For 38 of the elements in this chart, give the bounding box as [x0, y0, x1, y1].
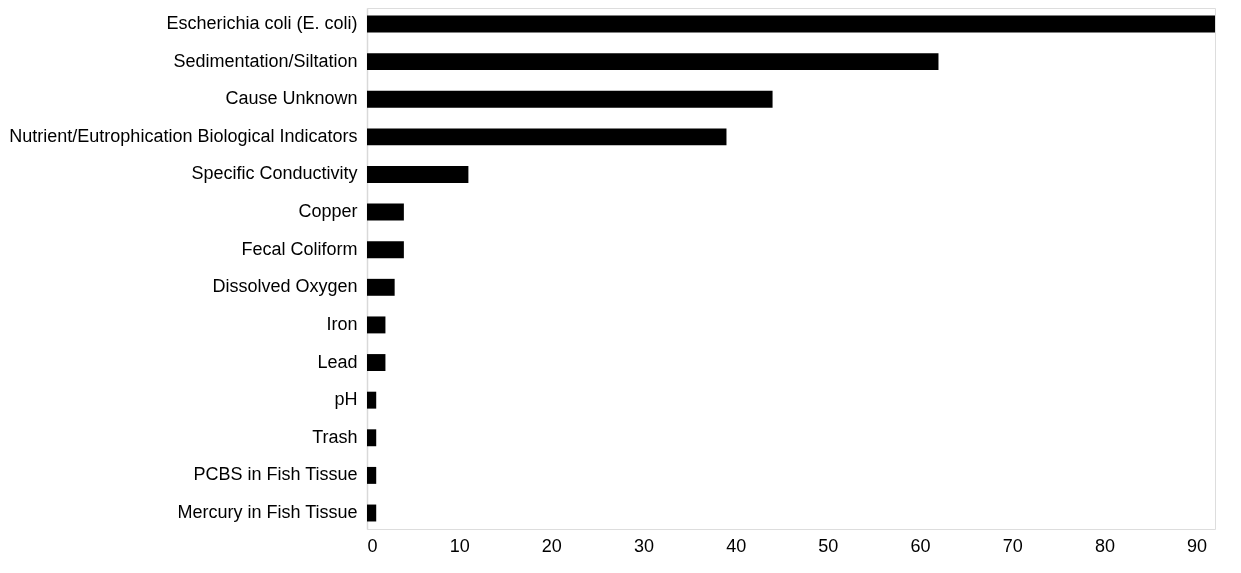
- y-tick-label: Dissolved Oxygen: [212, 276, 358, 297]
- x-tick-label: 30: [634, 535, 655, 556]
- y-tick-label: Iron: [326, 313, 358, 334]
- bar: [367, 15, 1215, 33]
- y-tick-label: Escherichia coli (E. coli): [166, 12, 358, 33]
- bar: [367, 504, 377, 522]
- bar: [367, 466, 377, 484]
- bar: [367, 90, 773, 108]
- y-tick-label: Fecal Coliform: [241, 238, 358, 259]
- y-tick-label: Specific Conductivity: [191, 163, 358, 184]
- y-tick-label: Mercury in Fish Tissue: [177, 502, 358, 523]
- x-tick-label: 40: [726, 535, 747, 556]
- bar: [367, 316, 386, 334]
- bar: [367, 53, 939, 71]
- bar: [367, 354, 386, 372]
- y-tick-label: Cause Unknown: [225, 88, 358, 109]
- bar: [367, 128, 727, 146]
- y-tick-label: PCBS in Fish Tissue: [193, 464, 358, 485]
- y-tick-label: Nutrient/Eutrophication Biological Indicators: [9, 125, 358, 146]
- y-tick-label: Trash: [312, 426, 358, 447]
- x-tick-label: 70: [1002, 535, 1023, 556]
- y-tick-label: Lead: [317, 351, 358, 372]
- x-tick-label: 0: [367, 535, 378, 556]
- bar: [367, 278, 395, 296]
- x-tick-label: 20: [541, 535, 562, 556]
- y-tick-label: Sedimentation/Siltation: [173, 50, 358, 71]
- bar: [367, 241, 404, 259]
- y-tick-label: pH: [334, 389, 358, 410]
- x-tick-label: 50: [818, 535, 839, 556]
- bar: [367, 429, 377, 447]
- bar: [367, 203, 404, 221]
- x-tick-label: 10: [449, 535, 470, 556]
- x-tick-label: 80: [1094, 535, 1115, 556]
- y-tick-label: Copper: [298, 201, 358, 222]
- bar: [367, 165, 469, 183]
- bar: [367, 391, 377, 409]
- x-tick-label: 90: [1187, 535, 1208, 556]
- x-tick-label: 60: [910, 535, 931, 556]
